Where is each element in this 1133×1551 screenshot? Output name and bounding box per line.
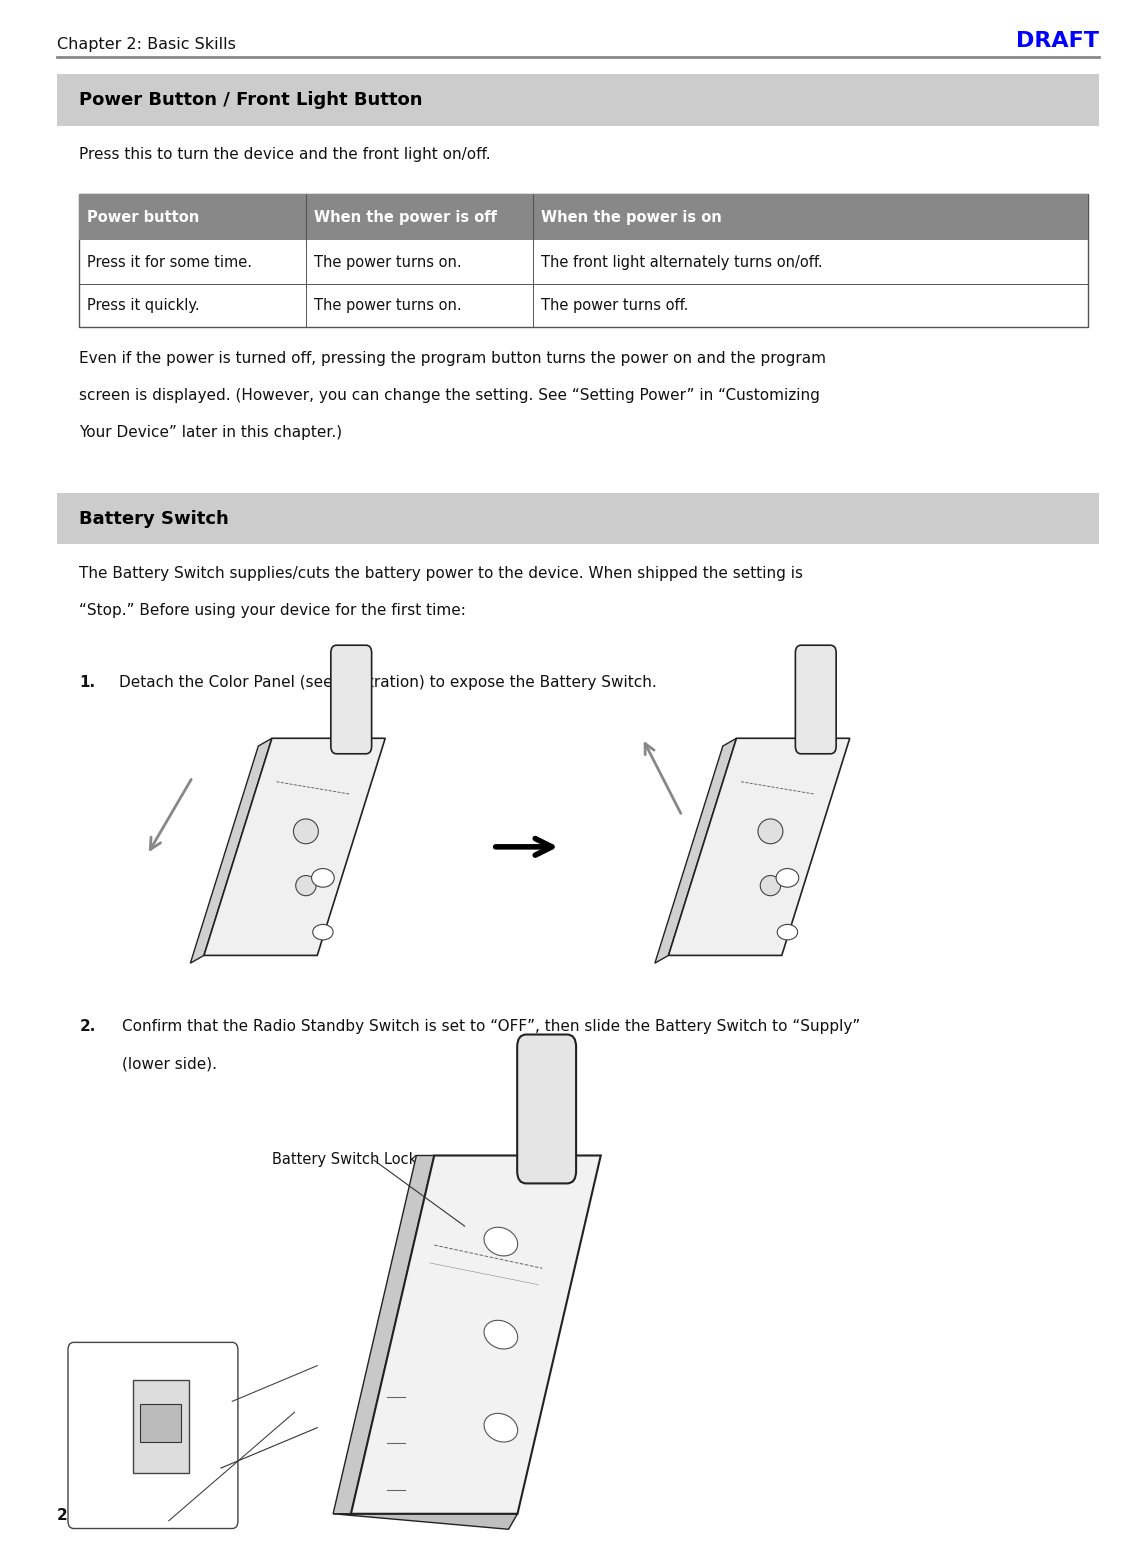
FancyBboxPatch shape [795,645,836,754]
Polygon shape [351,1155,600,1514]
Ellipse shape [313,924,333,940]
Text: Battery Switch Lock: Battery Switch Lock [272,1152,417,1168]
FancyBboxPatch shape [331,645,372,754]
Ellipse shape [312,869,334,887]
Ellipse shape [776,869,799,887]
FancyBboxPatch shape [57,493,1099,544]
Polygon shape [655,738,736,963]
Ellipse shape [484,1320,518,1349]
Text: 2.: 2. [79,1019,95,1035]
Text: Chapter 2: Basic Skills: Chapter 2: Basic Skills [57,37,236,53]
Ellipse shape [293,819,318,844]
Text: Press this to turn the device and the front light on/off.: Press this to turn the device and the fr… [79,147,491,163]
Text: “Stop.” Before using your device for the first time:: “Stop.” Before using your device for the… [79,603,466,619]
Text: The power turns on.: The power turns on. [314,298,462,313]
Text: Your Device” later in this chapter.): Your Device” later in this chapter.) [79,425,342,440]
Text: 1.: 1. [79,675,95,690]
Text: The front light alternately turns on/off.: The front light alternately turns on/off… [542,254,823,270]
Polygon shape [204,738,385,955]
Text: Press it quickly.: Press it quickly. [87,298,199,313]
Polygon shape [333,1155,434,1514]
Text: 22: 22 [57,1508,78,1523]
FancyBboxPatch shape [79,194,1088,240]
Text: The power turns off.: The power turns off. [542,298,689,313]
Polygon shape [668,738,850,955]
Text: The Battery Switch supplies/cuts the battery power to the device. When shipped t: The Battery Switch supplies/cuts the bat… [79,566,803,582]
Text: The power turns on.: The power turns on. [314,254,462,270]
Text: (lower side).: (lower side). [122,1056,218,1072]
Text: Detach the Color Panel (see illustration) to expose the Battery Switch.: Detach the Color Panel (see illustration… [119,675,657,690]
FancyBboxPatch shape [57,74,1099,126]
FancyBboxPatch shape [79,194,1088,327]
Text: When the power is on: When the power is on [542,209,722,225]
Text: Battery Switch: Battery Switch [79,510,229,527]
Text: screen is displayed. (However, you can change the setting. See “Setting Power” i: screen is displayed. (However, you can c… [79,388,820,403]
FancyBboxPatch shape [68,1343,238,1529]
Polygon shape [333,1514,518,1529]
Polygon shape [190,738,272,963]
Text: Power button: Power button [87,209,199,225]
Text: Press it for some time.: Press it for some time. [87,254,253,270]
FancyBboxPatch shape [133,1380,189,1473]
Text: Even if the power is turned off, pressing the program button turns the power on : Even if the power is turned off, pressin… [79,351,826,366]
Ellipse shape [484,1227,518,1256]
Ellipse shape [296,876,316,896]
Text: Power Button / Front Light Button: Power Button / Front Light Button [79,92,423,109]
Text: Battery Switch: Battery Switch [74,1475,181,1489]
Ellipse shape [758,819,783,844]
FancyBboxPatch shape [140,1404,181,1442]
FancyBboxPatch shape [517,1035,576,1183]
Text: DRAFT: DRAFT [1016,31,1099,51]
Ellipse shape [760,876,781,896]
Text: When the power is off: When the power is off [314,209,497,225]
Ellipse shape [777,924,798,940]
Ellipse shape [484,1413,518,1442]
Text: Confirm that the Radio Standby Switch is set to “OFF”, then slide the Battery Sw: Confirm that the Radio Standby Switch is… [122,1019,861,1035]
